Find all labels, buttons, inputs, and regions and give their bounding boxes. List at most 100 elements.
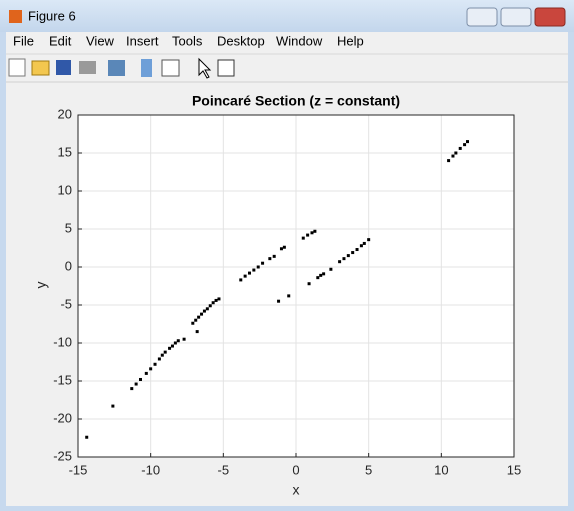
point (465, 140, 469, 144)
point (447, 159, 451, 163)
menu-item[interactable]: Tools (172, 33, 203, 48)
tool-icon[interactable] (8, 58, 26, 77)
point (208, 304, 212, 308)
point (200, 312, 204, 316)
close-button[interactable] (534, 7, 566, 27)
tool-icon[interactable] (141, 59, 152, 77)
point (149, 367, 153, 371)
x-tick-label: 15 (507, 462, 521, 477)
point (134, 382, 138, 386)
point (272, 254, 276, 258)
point (282, 245, 286, 249)
x-tick-label: 10 (434, 462, 448, 477)
y-tick-label: 10 (58, 182, 72, 197)
y-tick-label: -5 (60, 296, 72, 311)
point (168, 346, 172, 350)
point (247, 271, 251, 275)
axes-box (77, 114, 515, 458)
point (367, 238, 371, 242)
point (342, 257, 346, 261)
point (153, 362, 157, 366)
point (359, 244, 363, 248)
tool-icon[interactable] (79, 61, 96, 74)
y-axis-label: y (33, 282, 49, 289)
point (319, 273, 323, 277)
tool-icon[interactable] (161, 59, 180, 77)
point (454, 151, 458, 155)
point (310, 231, 314, 235)
point (252, 268, 256, 272)
y-tick-label: 5 (65, 220, 72, 235)
menu-item[interactable]: Desktop (217, 33, 265, 48)
y-tick-label: 20 (58, 106, 72, 121)
window-title: Figure 6 (28, 8, 76, 23)
menu-item[interactable]: Edit (49, 33, 72, 48)
menu-item[interactable]: File (13, 33, 34, 48)
x-axis-label: x (293, 482, 300, 498)
menu-item[interactable]: Window (276, 33, 323, 48)
maximize-button[interactable] (500, 7, 532, 27)
point (362, 241, 366, 245)
tool-icon[interactable] (108, 60, 125, 76)
point (301, 236, 305, 240)
point (338, 260, 342, 264)
point (322, 272, 326, 276)
point (279, 247, 283, 251)
point (256, 265, 260, 269)
point (277, 299, 281, 303)
tool-icon[interactable] (198, 57, 212, 79)
point (138, 377, 142, 381)
point (239, 278, 243, 282)
point (202, 309, 206, 313)
menu-item[interactable]: View (86, 33, 115, 48)
point (214, 298, 218, 302)
y-tick-label: -20 (53, 410, 72, 425)
point (191, 321, 195, 325)
x-tick-label: -5 (218, 462, 230, 477)
chart-title: Poincaré Section (z = constant) (192, 93, 400, 109)
point (217, 297, 221, 301)
tool-icon[interactable] (31, 60, 50, 76)
point (287, 294, 291, 298)
point (351, 251, 355, 255)
tool-icon[interactable] (217, 59, 235, 77)
point (458, 146, 462, 150)
point (205, 307, 209, 311)
point (307, 282, 311, 286)
point (194, 318, 198, 322)
point (211, 301, 215, 305)
tool-icon[interactable] (56, 60, 71, 75)
point (160, 353, 164, 357)
menu-bar: File Edit View Insert Tools Desktop Window Help (13, 33, 364, 48)
point (313, 229, 317, 233)
point (316, 276, 320, 280)
y-tick-label: 15 (58, 144, 72, 159)
point (346, 254, 350, 258)
x-tick-label: 5 (365, 462, 372, 477)
y-tick-label: -25 (53, 448, 72, 463)
point (306, 233, 310, 237)
point (195, 330, 199, 334)
point (111, 404, 115, 408)
x-tick-label: 0 (292, 462, 299, 477)
y-tick-label: -15 (53, 372, 72, 387)
y-tick-label: -10 (53, 334, 72, 349)
point (85, 435, 89, 439)
minimize-button[interactable] (466, 7, 498, 27)
point (268, 257, 272, 261)
point (157, 357, 161, 361)
point (355, 248, 359, 252)
point (144, 371, 148, 375)
point (163, 350, 167, 354)
point (130, 387, 134, 391)
point (329, 267, 333, 271)
point (243, 274, 247, 278)
menu-item[interactable]: Help (337, 33, 364, 48)
point (170, 344, 174, 348)
point (173, 341, 177, 345)
menu-item[interactable]: Insert (126, 33, 159, 48)
point (176, 339, 180, 343)
point (451, 154, 455, 158)
